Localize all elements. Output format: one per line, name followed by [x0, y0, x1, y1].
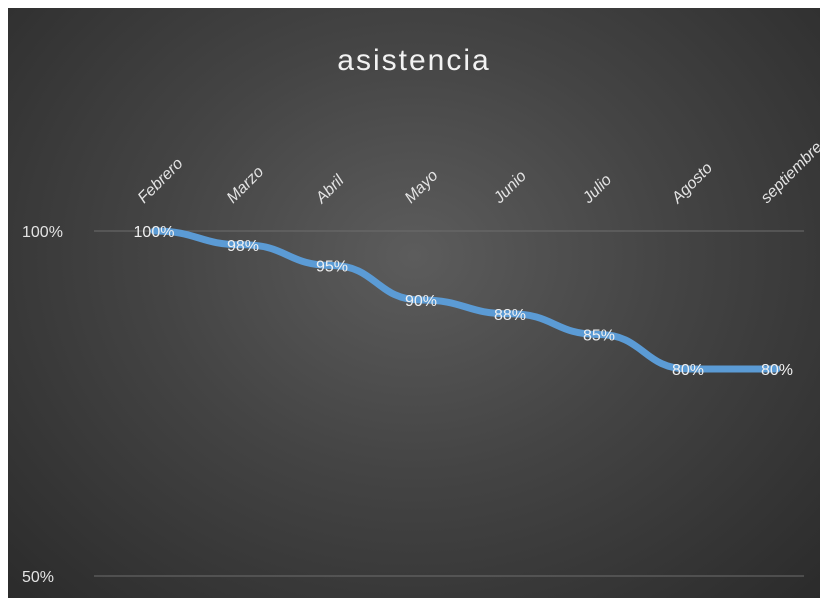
- category-label: Marzo: [224, 163, 268, 207]
- data-label: 85%: [583, 328, 615, 345]
- series-line: [150, 227, 781, 373]
- chart-area: asistencia 100% 50% Febrero Marzo Abril Mayo…: [8, 8, 820, 598]
- category-label: Agosto: [668, 160, 716, 208]
- y-tick-label: 50%: [22, 569, 54, 586]
- chart-title: asistencia: [337, 44, 490, 77]
- data-label: 80%: [672, 362, 704, 379]
- data-label: 95%: [316, 259, 348, 276]
- data-label: 98%: [227, 238, 259, 255]
- data-label: 80%: [761, 362, 793, 379]
- data-label: 90%: [405, 293, 437, 310]
- data-label: 100%: [134, 224, 175, 241]
- category-label: Junio: [490, 168, 530, 208]
- gridlines: [94, 230, 804, 577]
- category-axis-labels: Febrero Marzo Abril Mayo Junio Julio Agosto sep…: [135, 139, 820, 208]
- data-labels: 100% 98% 95% 90% 88% 85% 80% 80%: [134, 224, 793, 379]
- category-label: Mayo: [402, 167, 442, 207]
- category-label: Abril: [312, 172, 348, 208]
- category-label: Febrero: [135, 155, 187, 207]
- y-tick-label: 100%: [22, 224, 63, 241]
- category-label: Julio: [579, 171, 615, 207]
- line-chart: asistencia 100% 50% Febrero Marzo Abril Mayo…: [22, 44, 820, 586]
- y-axis-tick-labels: 100% 50%: [22, 224, 63, 586]
- data-label: 88%: [494, 307, 526, 324]
- category-label: septiembre: [758, 139, 820, 207]
- series-lines: [150, 227, 781, 373]
